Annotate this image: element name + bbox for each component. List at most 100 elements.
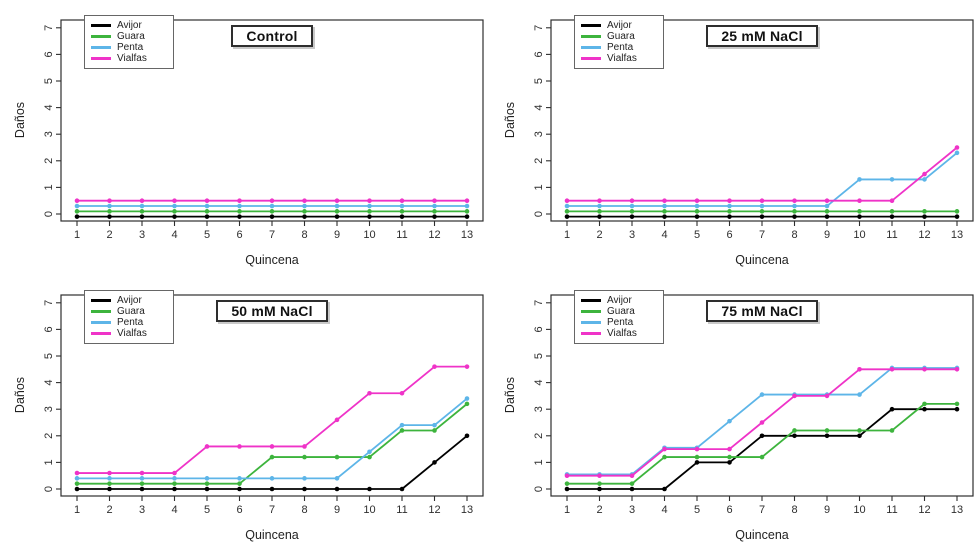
data-point xyxy=(432,422,437,428)
series-line xyxy=(77,403,468,485)
x-axis-label: Quincena xyxy=(735,528,789,542)
data-point xyxy=(564,209,570,214)
panel-control: 1 2 3 4 5 6 7 8 9 10 11 12 13 0 1 2 3 4 5 6 7 Daños Quincena… xyxy=(0,0,490,275)
panel-25mm-nacl: 1 2 3 4 5 6 7 8 9 10 11 12 13 0 1 2 3 4 5 6 7 Daños Quincena… xyxy=(490,0,980,275)
legend-label: Guara xyxy=(117,305,145,317)
data-point xyxy=(564,486,570,492)
data-point xyxy=(464,364,470,369)
data-point xyxy=(302,214,307,219)
data-point xyxy=(792,433,797,439)
data-point xyxy=(139,486,145,492)
x-tick-label: 10 xyxy=(363,504,375,516)
series-guara xyxy=(564,401,960,486)
data-point xyxy=(694,198,700,203)
data-point xyxy=(302,454,307,460)
series-penta xyxy=(74,396,470,481)
legend-label: Avijor xyxy=(607,19,632,31)
x-tick-label: 2 xyxy=(596,504,602,516)
data-point xyxy=(727,460,732,465)
y-tick-label: 4 xyxy=(43,105,55,111)
x-axis: 1 2 3 4 5 6 7 8 9 10 11 12 13 xyxy=(74,221,473,241)
data-point xyxy=(857,367,862,372)
data-point xyxy=(464,401,470,407)
legend-label: Guara xyxy=(117,30,145,42)
data-point xyxy=(432,198,437,203)
data-point xyxy=(237,209,242,214)
legend-swatch-guara xyxy=(581,310,601,313)
legend-label: Penta xyxy=(607,41,634,53)
data-point xyxy=(237,486,242,492)
data-point xyxy=(792,198,797,203)
x-tick-label: 6 xyxy=(236,504,242,516)
y-tick-label: 0 xyxy=(43,486,55,492)
data-point xyxy=(269,486,275,492)
x-tick-label: 5 xyxy=(694,504,700,516)
series-line xyxy=(567,152,958,207)
legend-label: Penta xyxy=(117,316,144,328)
data-point xyxy=(889,367,895,372)
data-point xyxy=(857,209,862,214)
y-tick-label: 2 xyxy=(533,433,545,439)
x-tick-label: 7 xyxy=(269,229,275,241)
data-point xyxy=(204,481,210,486)
data-point xyxy=(727,454,732,460)
data-point xyxy=(954,406,960,412)
x-tick-label: 7 xyxy=(269,504,275,516)
data-point xyxy=(824,203,830,209)
x-tick-label: 5 xyxy=(204,229,210,241)
data-point xyxy=(399,486,405,492)
data-point xyxy=(139,209,145,214)
x-axis-label: Quincena xyxy=(245,253,299,267)
data-point xyxy=(367,454,372,460)
data-point xyxy=(759,454,765,460)
data-point xyxy=(694,446,700,452)
data-point xyxy=(237,203,242,209)
data-point xyxy=(759,420,765,425)
series-avijor xyxy=(74,433,470,492)
data-point xyxy=(824,433,830,439)
x-tick-label: 8 xyxy=(301,229,307,241)
data-point xyxy=(172,214,177,219)
data-point xyxy=(889,209,895,214)
data-point xyxy=(269,209,275,214)
series-guara xyxy=(74,209,470,214)
data-point xyxy=(432,203,437,209)
x-tick-label: 13 xyxy=(461,229,473,241)
data-point xyxy=(172,476,177,481)
data-point xyxy=(432,214,437,219)
y-tick-label: 5 xyxy=(43,353,55,359)
legend-swatch-avijor xyxy=(91,299,111,302)
data-point xyxy=(367,198,372,203)
y-tick-label: 2 xyxy=(43,158,55,164)
data-point xyxy=(597,198,602,203)
data-point xyxy=(564,481,570,486)
data-point xyxy=(694,460,700,465)
data-point xyxy=(759,203,765,209)
y-axis-label: Daños xyxy=(503,376,517,414)
legend: Avijor Guara Penta Vialfas xyxy=(574,290,664,344)
legend-item-guara: Guara xyxy=(581,31,637,42)
legend-label: Avijor xyxy=(117,19,142,31)
x-tick-label: 11 xyxy=(396,229,407,241)
legend-item-guara: Guara xyxy=(581,306,637,317)
data-point xyxy=(759,392,765,397)
series-line xyxy=(77,435,468,490)
x-axis-label: Quincena xyxy=(245,528,299,542)
y-tick-label: 4 xyxy=(43,380,55,386)
data-point xyxy=(922,367,927,372)
x-tick-label: 5 xyxy=(694,229,700,241)
data-point xyxy=(629,473,635,478)
y-axis: 0 1 2 3 4 5 6 7 xyxy=(43,300,61,492)
legend-item-penta: Penta xyxy=(91,317,147,328)
y-axis-label: Daños xyxy=(13,101,27,139)
legend-swatch-avijor xyxy=(581,299,601,302)
data-point xyxy=(824,198,830,203)
data-point xyxy=(204,476,210,481)
x-tick-label: 11 xyxy=(886,504,897,516)
series-avijor xyxy=(564,214,960,219)
data-point xyxy=(759,209,765,214)
legend: Avijor Guara Penta Vialfas xyxy=(84,290,174,344)
data-point xyxy=(107,481,112,486)
x-tick-label: 8 xyxy=(301,504,307,516)
data-point xyxy=(597,203,602,209)
